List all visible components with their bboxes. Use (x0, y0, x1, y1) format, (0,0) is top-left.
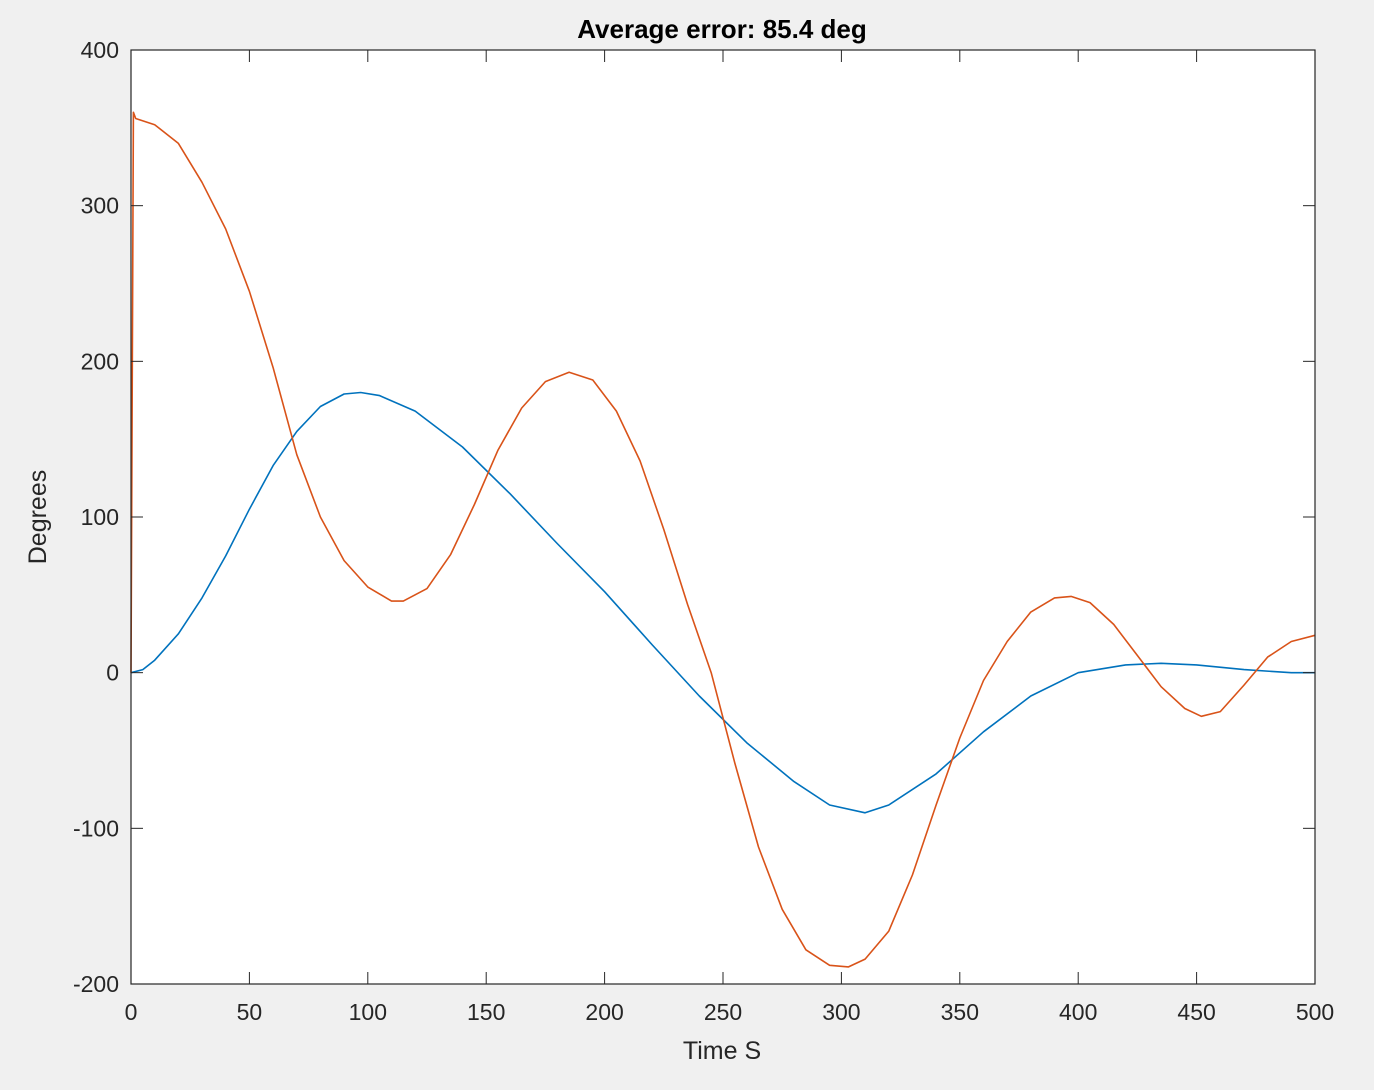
y-tick-label: 300 (81, 193, 119, 219)
x-tick-label: 400 (1059, 999, 1097, 1025)
plot-area (131, 50, 1315, 984)
x-tick-label: 0 (125, 999, 138, 1025)
x-tick-label: 500 (1296, 999, 1334, 1025)
x-tick-label: 300 (822, 999, 860, 1025)
x-tick-label: 100 (349, 999, 387, 1025)
x-tick-label: 350 (941, 999, 979, 1025)
series-1-line (130, 391, 1315, 814)
x-axis-label: Time S (683, 1037, 761, 1065)
series-2-line (130, 111, 1316, 968)
x-tick-label: 50 (237, 999, 263, 1025)
y-tick-label: -200 (73, 971, 119, 997)
x-tick-label: 450 (1177, 999, 1215, 1025)
y-tick-labels: -200 -100 0 100 200 300 400 (73, 37, 119, 997)
y-tick-label: -100 (73, 815, 119, 841)
x-tick-label: 150 (467, 999, 505, 1025)
plot-frame (130, 49, 1316, 985)
y-tick-label: 400 (81, 37, 119, 63)
x-tick-label: 250 (704, 999, 742, 1025)
y-axis-label: Degrees (24, 470, 52, 565)
series-layer (130, 111, 1316, 968)
y-tick-label: 100 (81, 504, 119, 530)
y-tick-label: 0 (106, 660, 119, 686)
chart-title: Average error: 85.4 deg (577, 14, 867, 44)
y-tick-label: 200 (81, 348, 119, 374)
x-tick-labels: 0 50 100 150 200 250 300 350 400 450 500 (125, 999, 1335, 1025)
x-tick-label: 200 (585, 999, 623, 1025)
